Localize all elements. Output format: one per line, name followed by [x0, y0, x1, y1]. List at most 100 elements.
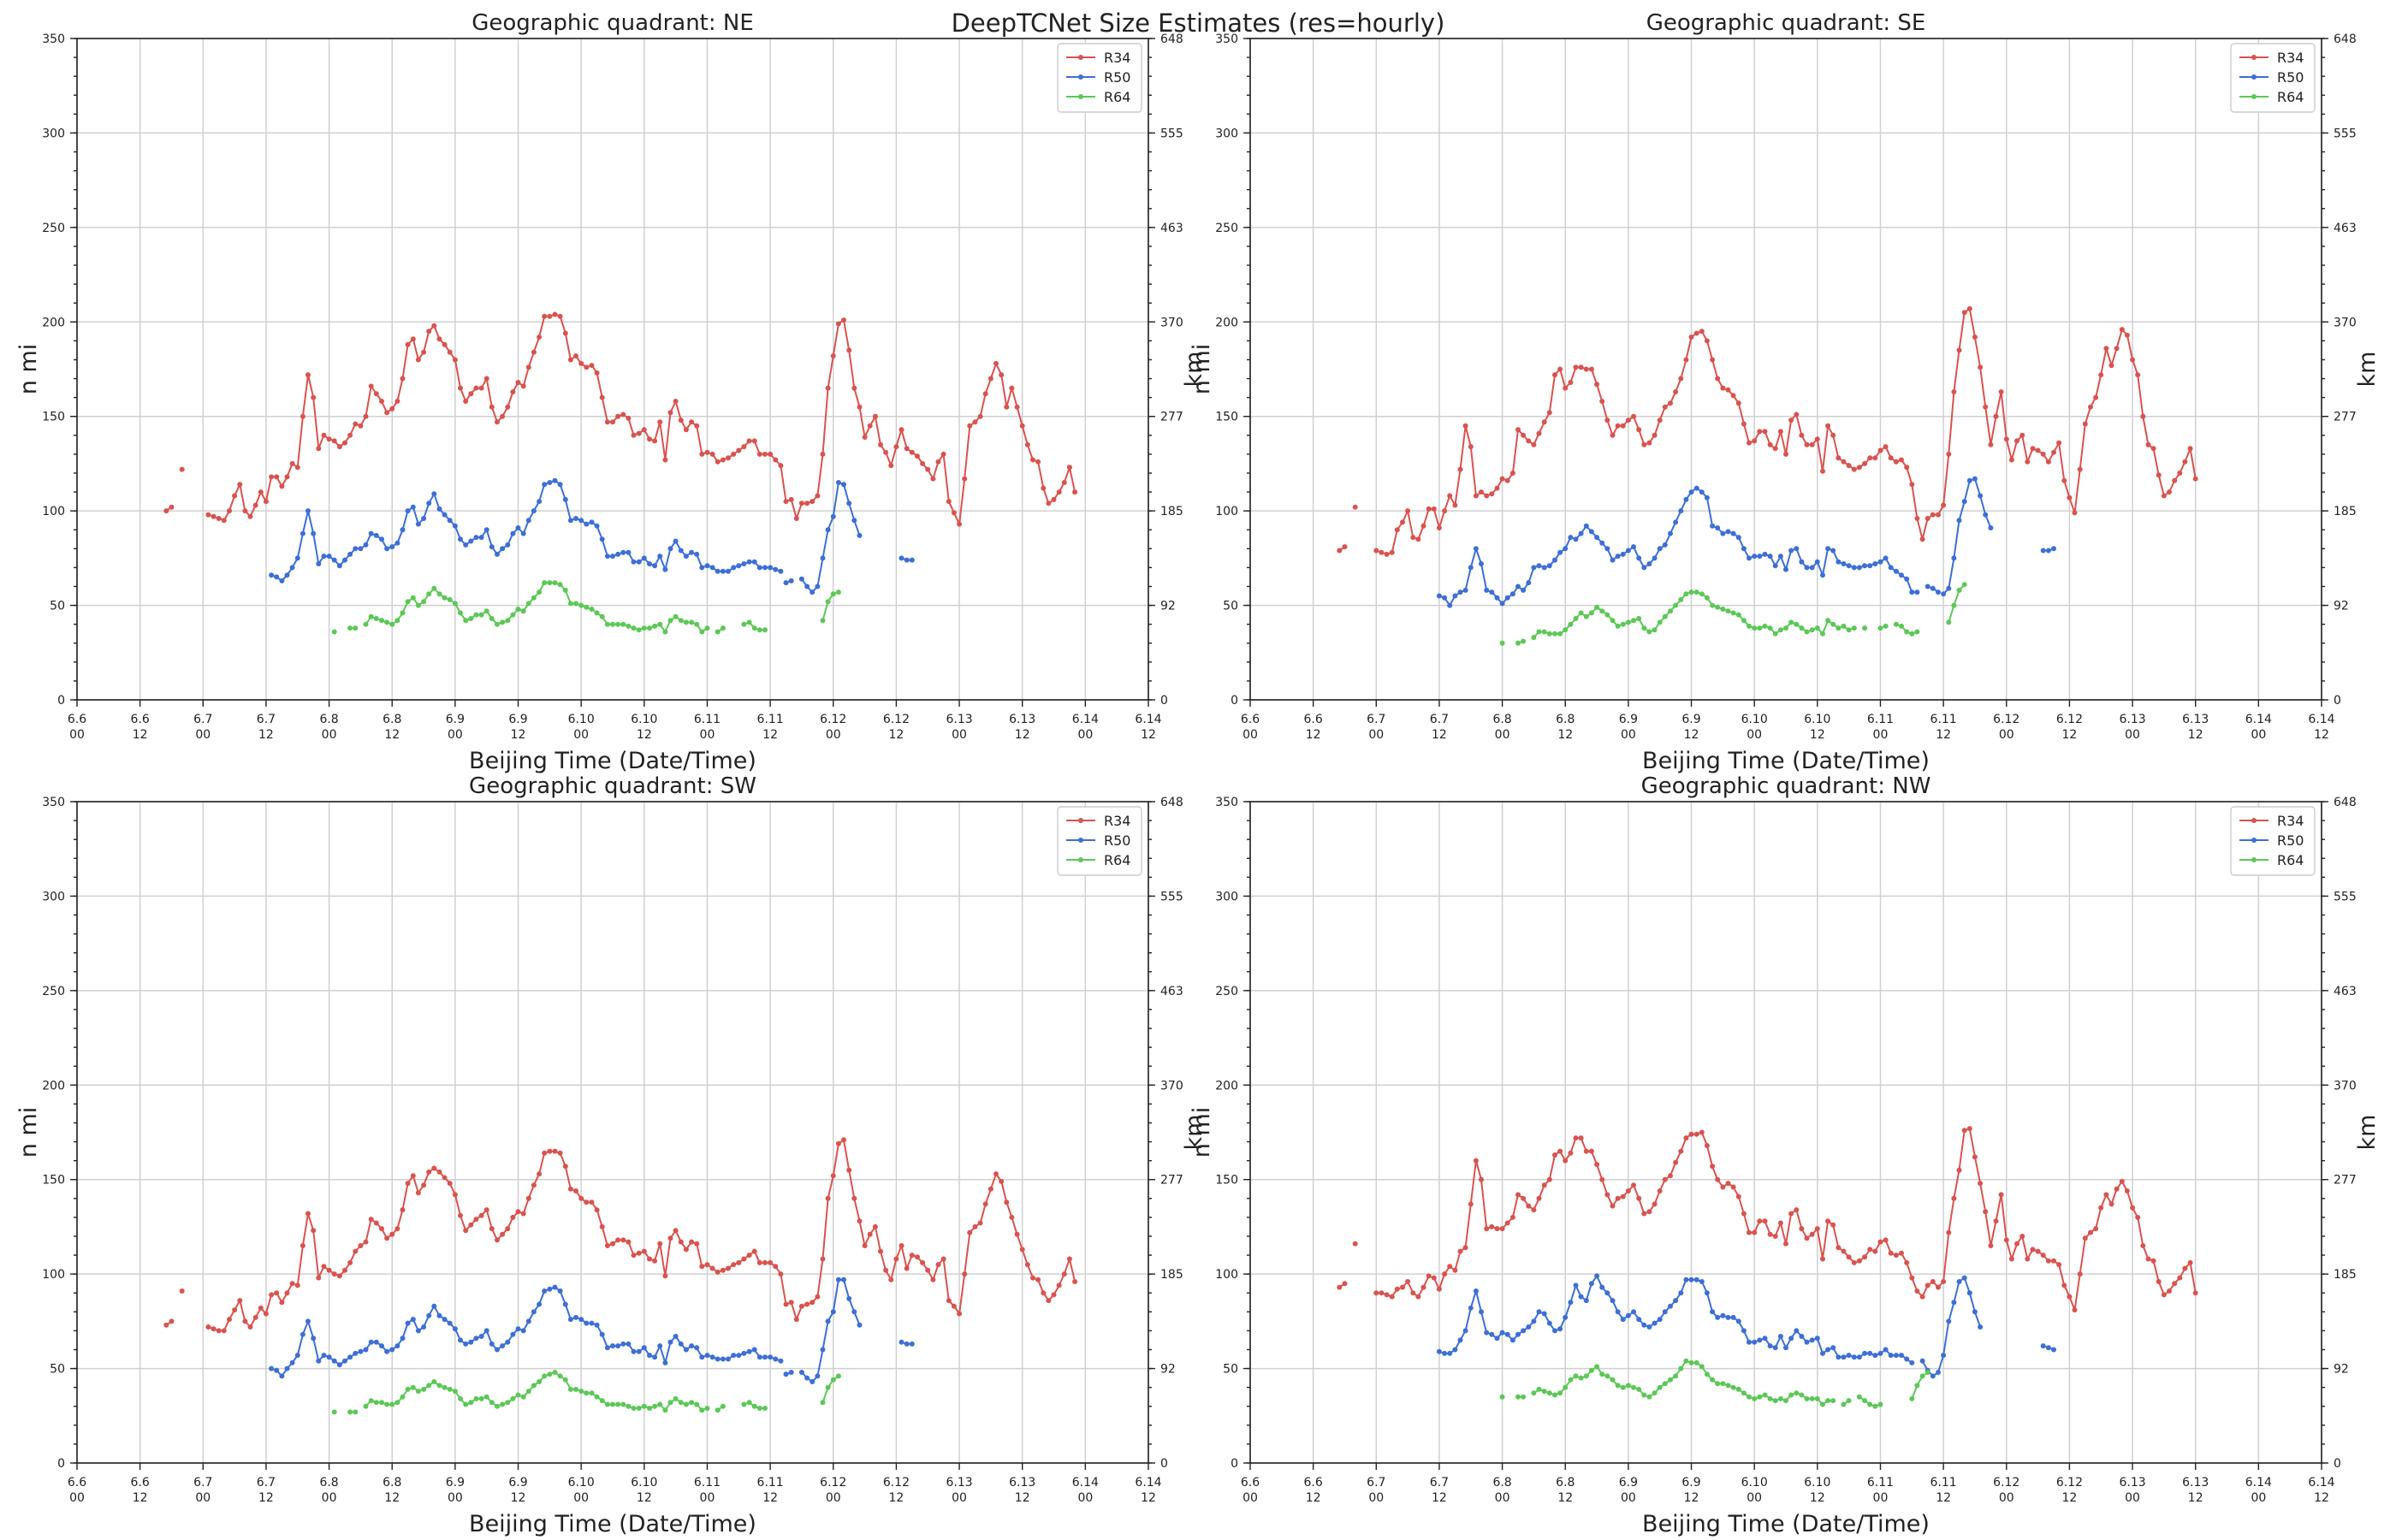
data-point-r34: [1610, 1203, 1616, 1209]
data-point-r34: [689, 419, 695, 425]
data-point-r34: [2035, 1248, 2041, 1254]
data-point-r50: [342, 557, 347, 563]
data-point-r50: [851, 518, 857, 524]
data-point-r34: [2077, 1271, 2083, 1277]
data-point-r64: [1867, 1401, 1873, 1407]
y2-tick-label: 185: [1160, 505, 1183, 518]
data-point-r64: [436, 591, 442, 597]
data-point-r34: [211, 513, 216, 519]
data-point-r50: [458, 1337, 463, 1343]
data-point-r64: [699, 1407, 705, 1413]
data-point-r50: [720, 1356, 726, 1362]
data-point-r50: [1662, 1309, 1668, 1315]
y-tick-label: 200: [42, 316, 65, 329]
data-point-r34: [1526, 1203, 1532, 1209]
data-point-r34: [1563, 1158, 1569, 1164]
data-point-r64: [620, 621, 626, 627]
data-point-r34: [1767, 441, 1773, 447]
data-point-r50: [825, 527, 831, 533]
data-point-r34: [1788, 1211, 1794, 1217]
data-point-r64: [1804, 629, 1810, 635]
data-point-r64: [1830, 621, 1836, 627]
data-point-r50: [715, 568, 721, 574]
data-point-r34: [1741, 421, 1747, 427]
data-point-r64: [1825, 618, 1831, 624]
data-point-r64: [363, 1403, 369, 1409]
data-point-r34: [2108, 1201, 2114, 1207]
data-point-r64: [505, 1400, 511, 1406]
x-tick-label-hour: 12: [1306, 728, 1321, 742]
data-point-r50: [1820, 572, 1825, 578]
data-point-r34: [531, 1182, 537, 1188]
data-point-r64: [1699, 591, 1705, 597]
x-tick-label-date: 6.11: [1867, 1476, 1894, 1490]
y-tick-label: 200: [42, 1079, 65, 1093]
data-point-r64: [331, 629, 337, 635]
data-point-r64: [1557, 1390, 1563, 1396]
data-point-r50: [537, 1301, 543, 1307]
data-point-r50: [620, 1341, 626, 1347]
data-point-r64: [495, 621, 500, 627]
y-tick-label: 0: [1231, 694, 1238, 708]
data-point-r34: [458, 385, 463, 391]
y2-tick-label: 185: [1160, 1268, 1183, 1282]
data-point-r34: [311, 1228, 317, 1234]
data-point-r50: [311, 1336, 317, 1342]
data-point-r64: [720, 625, 726, 631]
data-point-r34: [810, 1300, 815, 1306]
data-point-r50: [557, 1288, 563, 1294]
y-tick-label: 150: [42, 411, 65, 424]
data-point-r50: [1767, 1343, 1773, 1349]
data-point-r34: [2161, 493, 2167, 499]
data-point-r50: [1930, 1373, 1936, 1379]
y-tick-label: 150: [1215, 1174, 1238, 1188]
x-tick-label-date: 6.6: [68, 713, 86, 726]
data-point-r64: [552, 580, 558, 586]
data-point-r50: [699, 565, 705, 571]
data-point-r34: [1536, 1195, 1542, 1201]
data-point-r34: [473, 385, 479, 391]
data-point-r64: [347, 1409, 353, 1415]
data-point-r34: [1531, 1207, 1537, 1213]
data-point-r34: [542, 1150, 548, 1156]
data-point-r64: [1599, 1371, 1605, 1377]
data-point-r50: [1946, 585, 1952, 591]
data-point-r34: [1400, 1284, 1405, 1290]
data-point-r34: [2014, 438, 2019, 444]
data-point-r50: [452, 523, 458, 529]
data-point-r34: [326, 1267, 332, 1273]
data-point-r34: [284, 1290, 290, 1296]
data-point-r34: [715, 459, 721, 465]
panel-title: Geographic quadrant: SE: [1646, 10, 1926, 36]
data-point-r34: [694, 423, 700, 429]
data-point-r34: [316, 446, 322, 452]
data-point-r50: [1872, 1353, 1878, 1359]
data-point-r34: [2082, 421, 2088, 427]
data-point-r34: [1594, 382, 1600, 388]
data-point-r50: [751, 559, 757, 565]
data-point-r50: [274, 574, 280, 580]
data-point-r34: [1872, 1248, 1878, 1254]
data-point-r34: [1384, 1292, 1390, 1298]
x-tick-label-date: 6.10: [1804, 1476, 1830, 1490]
data-point-r34: [478, 1212, 484, 1218]
legend-box: [1057, 43, 1142, 113]
data-point-r50: [394, 540, 400, 546]
data-point-r34: [1436, 525, 1442, 530]
series-r64: [1499, 1358, 1930, 1409]
data-point-r50: [1436, 593, 1442, 599]
y2-tick-label: 277: [1160, 1174, 1183, 1188]
data-point-r34: [957, 1311, 963, 1317]
data-point-r50: [788, 578, 794, 583]
data-point-r50: [841, 1276, 846, 1282]
data-point-r34: [798, 1303, 804, 1309]
data-point-r50: [336, 1362, 342, 1368]
legend-label-r34: R34: [1104, 50, 1130, 66]
data-point-r34: [746, 438, 752, 444]
data-point-r34: [247, 513, 253, 519]
data-point-r34: [1820, 1256, 1825, 1262]
data-point-r34: [977, 1220, 983, 1226]
data-point-r34: [726, 455, 731, 461]
data-point-r50: [615, 1343, 621, 1349]
x-tick-label-date: 6.14: [2308, 713, 2334, 726]
